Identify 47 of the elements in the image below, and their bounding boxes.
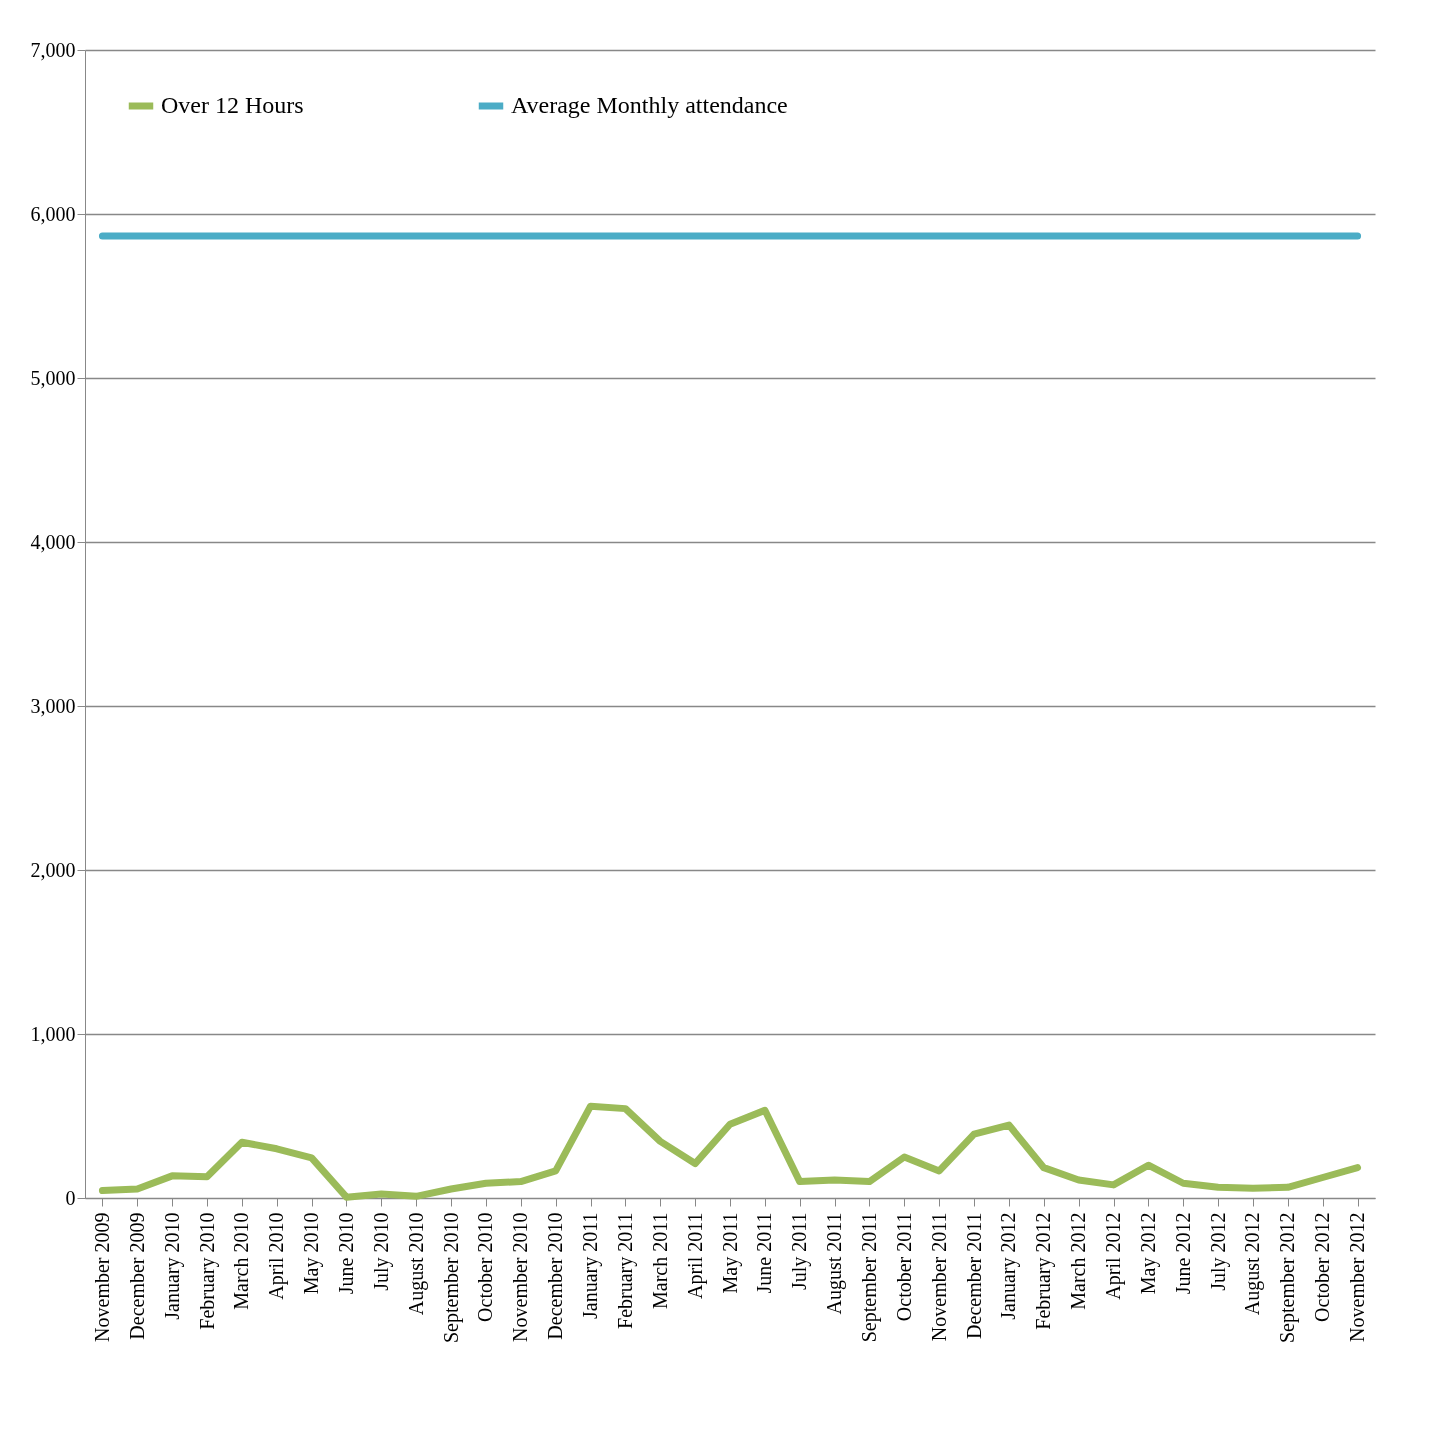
x-tick-label: August 2012	[1241, 1212, 1265, 1316]
x-tick-label: June 2010	[334, 1212, 357, 1295]
x-tick-label: October 2010	[474, 1212, 497, 1322]
x-tick-label: November 2010	[509, 1212, 532, 1342]
x-tick-label: June 2012	[1171, 1212, 1194, 1295]
x-tick-label: December 2010	[544, 1212, 567, 1340]
x-tick-label: May 2011	[718, 1212, 742, 1294]
x-tick-label: February 2012	[1032, 1212, 1056, 1330]
x-tick-label: July 2010	[369, 1212, 393, 1291]
x-tick-label: July 2011	[788, 1212, 812, 1291]
x-tick-label: April 2012	[1102, 1212, 1126, 1300]
y-tick-label: 0	[65, 1186, 76, 1209]
y-tick-label: 5,000	[30, 366, 76, 389]
x-tick-label: May 2012	[1136, 1212, 1160, 1295]
x-tick-label: July 2012	[1206, 1212, 1230, 1291]
y-tick-label: 4,000	[30, 530, 76, 553]
x-tick-label: October 2011	[892, 1212, 915, 1322]
x-tick-label: March 2012	[1067, 1212, 1090, 1310]
x-tick-label: January 2010	[160, 1212, 184, 1320]
x-tick-label: November 2009	[90, 1212, 113, 1342]
y-tick-label: 6,000	[30, 202, 76, 225]
x-tick-label: December 2009	[125, 1212, 148, 1340]
x-tick-label: September 2011	[857, 1212, 881, 1343]
y-tick-label: 1,000	[30, 1022, 76, 1045]
x-tick-label: May 2010	[300, 1212, 324, 1295]
y-tick-label: 3,000	[30, 694, 76, 717]
x-tick-label: October 2012	[1311, 1212, 1334, 1322]
x-tick-label: January 2012	[997, 1212, 1021, 1320]
x-tick-label: June 2011	[753, 1212, 776, 1294]
x-tick-label: March 2010	[230, 1212, 253, 1310]
x-tick-label: November 2012	[1346, 1212, 1369, 1342]
x-tick-label: February 2010	[195, 1212, 219, 1330]
y-tick-label: 7,000	[30, 38, 76, 61]
x-tick-label: March 2011	[648, 1212, 671, 1309]
x-tick-label: April 2010	[265, 1212, 289, 1300]
x-tick-label: August 2011	[823, 1212, 847, 1315]
legend-label: Average Monthly attendance	[511, 92, 788, 118]
x-tick-label: February 2011	[613, 1212, 637, 1329]
x-tick-label: September 2012	[1276, 1212, 1300, 1344]
y-tick-label: 2,000	[30, 858, 76, 881]
legend-label: Over 12 Hours	[161, 92, 304, 118]
x-tick-label: December 2011	[962, 1212, 985, 1339]
x-tick-label: January 2011	[579, 1212, 603, 1319]
x-tick-label: August 2010	[404, 1212, 428, 1316]
x-tick-label: April 2011	[683, 1212, 707, 1299]
x-tick-label: November 2011	[927, 1212, 950, 1342]
x-tick-label: September 2010	[439, 1212, 463, 1344]
